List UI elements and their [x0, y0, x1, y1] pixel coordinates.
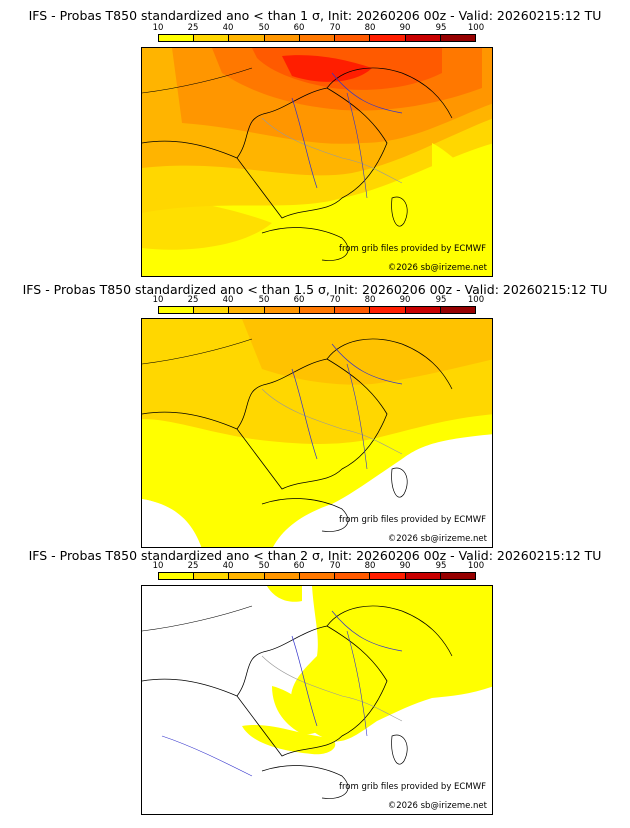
legend-swatch — [194, 307, 230, 313]
legend-tick: 90 — [399, 23, 411, 33]
legend-tick: 95 — [435, 23, 447, 33]
legend-tick: 60 — [293, 295, 305, 305]
map-canvas — [142, 319, 492, 547]
legend-swatch — [159, 573, 195, 579]
map-canvas — [142, 586, 492, 814]
legend-swatch — [264, 573, 300, 579]
color-legend: 10 25 40 50 60 70 80 90 95 100 — [153, 295, 485, 314]
data-credit: from grib files provided by ECMWF — [339, 515, 486, 525]
legend-swatch — [335, 307, 371, 313]
legend-tick: 70 — [329, 295, 341, 305]
legend-swatch — [264, 35, 300, 41]
legend-tick: 95 — [435, 295, 447, 305]
legend-tick: 40 — [222, 295, 234, 305]
legend-swatch — [405, 573, 441, 579]
legend-tick: 70 — [329, 23, 341, 33]
legend-tick: 40 — [222, 561, 234, 571]
legend-swatch — [370, 573, 406, 579]
legend-swatch — [405, 307, 441, 313]
legend-tick: 100 — [467, 23, 485, 33]
copyright: ©2026 sb@irizeme.net — [387, 263, 487, 273]
probability-map: from grib files provided by ECMWF ©2026 … — [141, 585, 493, 815]
legend-swatch — [370, 35, 406, 41]
legend-swatch — [370, 307, 406, 313]
legend-swatch — [229, 307, 265, 313]
legend-bar — [158, 572, 476, 580]
panel-title: IFS - Probas T850 standardized ano < tha… — [28, 8, 602, 23]
probability-map: from grib files provided by ECMWF ©2026 … — [141, 318, 493, 548]
copyright: ©2026 sb@irizeme.net — [387, 534, 487, 544]
legend-tick: 10 — [152, 23, 164, 33]
legend-tick: 40 — [222, 23, 234, 33]
legend-swatch — [299, 35, 336, 41]
legend-tick: 60 — [293, 23, 305, 33]
legend-swatch — [440, 573, 475, 579]
legend-tick: 80 — [364, 561, 376, 571]
legend-tick: 25 — [187, 295, 199, 305]
legend-tick: 25 — [187, 561, 199, 571]
legend-tick: 80 — [364, 23, 376, 33]
legend-swatch — [229, 35, 265, 41]
color-legend: 10 25 40 50 60 70 80 90 95 100 — [153, 561, 485, 580]
legend-tick: 60 — [293, 561, 305, 571]
legend-bar — [158, 34, 476, 42]
legend-ticks: 10 25 40 50 60 70 80 90 95 100 — [153, 561, 485, 572]
legend-tick: 50 — [258, 23, 270, 33]
map-canvas — [142, 48, 492, 276]
legend-tick: 25 — [187, 23, 199, 33]
color-legend: 10 25 40 50 60 70 80 90 95 100 — [153, 23, 485, 42]
legend-swatch — [335, 35, 371, 41]
legend-swatch — [264, 307, 300, 313]
legend-tick: 100 — [467, 295, 485, 305]
legend-swatch — [159, 35, 195, 41]
probability-map: from grib files provided by ECMWF ©2026 … — [141, 47, 493, 277]
legend-tick: 70 — [329, 561, 341, 571]
legend-swatch — [159, 307, 195, 313]
legend-swatch — [194, 35, 230, 41]
legend-tick: 50 — [258, 295, 270, 305]
panel-title: IFS - Probas T850 standardized ano < tha… — [28, 548, 602, 563]
legend-ticks: 10 25 40 50 60 70 80 90 95 100 — [153, 23, 485, 34]
legend-swatch — [229, 573, 265, 579]
legend-tick: 80 — [364, 295, 376, 305]
legend-swatch — [440, 307, 475, 313]
legend-tick: 10 — [152, 561, 164, 571]
panel-title: IFS - Probas T850 standardized ano < tha… — [22, 282, 608, 297]
legend-bar — [158, 306, 476, 314]
data-credit: from grib files provided by ECMWF — [339, 782, 486, 792]
data-credit: from grib files provided by ECMWF — [339, 244, 486, 254]
legend-swatch — [194, 573, 230, 579]
legend-tick: 100 — [467, 561, 485, 571]
legend-ticks: 10 25 40 50 60 70 80 90 95 100 — [153, 295, 485, 306]
legend-tick: 90 — [399, 561, 411, 571]
legend-tick: 50 — [258, 561, 270, 571]
legend-swatch — [299, 307, 336, 313]
legend-swatch — [335, 573, 371, 579]
legend-tick: 10 — [152, 295, 164, 305]
legend-swatch — [440, 35, 475, 41]
legend-tick: 95 — [435, 561, 447, 571]
legend-swatch — [405, 35, 441, 41]
legend-swatch — [299, 573, 336, 579]
copyright: ©2026 sb@irizeme.net — [387, 801, 487, 811]
legend-tick: 90 — [399, 295, 411, 305]
